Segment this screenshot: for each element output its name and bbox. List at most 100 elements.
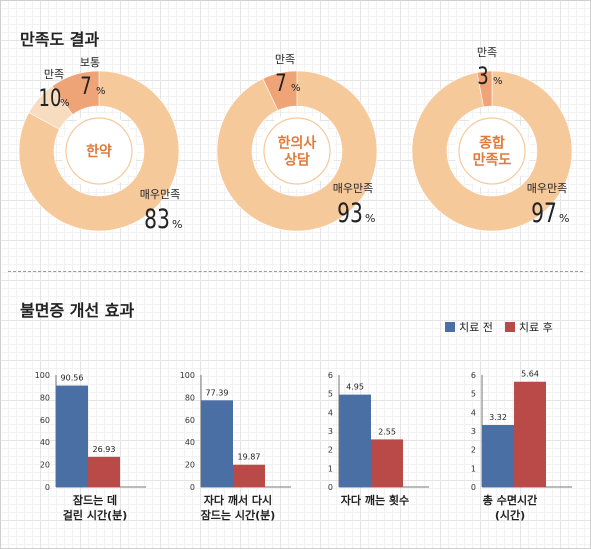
bar-value-label: 77.39 <box>206 388 229 397</box>
legend-swatch-after <box>504 322 515 332</box>
slice-percent-sign: % <box>60 98 70 109</box>
slice-label-1: 매우만족 93% <box>333 182 376 229</box>
slice-label-1: 매우만족 97% <box>527 182 570 229</box>
slice-label-name: 매우만족 <box>527 182 567 195</box>
legend: 치료 전 치료 후 <box>445 319 553 335</box>
donut-slice-3-2 <box>476 70 493 108</box>
slice-percent-sign: % <box>559 212 569 225</box>
y-tick-label: 5 <box>471 390 476 399</box>
legend-item-after: 치료 후 <box>504 319 553 335</box>
donut-center-title: 한의사 <box>278 135 317 152</box>
slice-label-2: 만족 10% <box>39 68 70 113</box>
donut-slice-2-2 <box>262 70 298 111</box>
bar-chart-1-title: 잠드는 데 걸린 시간(분) <box>62 494 128 522</box>
slice-label-name: 만족 <box>477 46 497 59</box>
bar-before <box>482 425 514 487</box>
bar-value-label: 5.64 <box>521 370 539 379</box>
donut-inner-ring <box>65 117 133 185</box>
slice-value: 93 <box>337 197 363 229</box>
slice-label-2: 만족 7% <box>275 53 301 98</box>
bar-value-label: 3.32 <box>489 413 507 422</box>
y-tick-label: 0 <box>328 483 333 492</box>
bar-before <box>56 385 88 487</box>
insomnia-section-title: 불면증 개선 효과 <box>20 301 135 320</box>
y-tick-label: 20 <box>40 461 50 470</box>
slice-value: 3 <box>477 63 488 91</box>
y-tick-label: 0 <box>471 483 476 492</box>
donut-inner-ring <box>263 117 331 185</box>
bar-before <box>201 400 233 487</box>
y-tick-label: 3 <box>471 427 476 436</box>
donut-hole <box>454 113 530 189</box>
y-tick-label: 20 <box>185 461 195 470</box>
y-tick-label: 100 <box>180 371 195 380</box>
legend-label-after: 치료 후 <box>518 321 553 334</box>
y-tick-label: 80 <box>40 393 50 402</box>
bar-chart-1: 0 20 40 60 80 100 90.56 26.93 <box>35 371 146 492</box>
slice-label-2: 만족 3% <box>477 46 503 91</box>
legend-label-before: 치료 전 <box>459 321 493 334</box>
bar-chart-4: 0 1 2 3 4 5 6 3.32 5.64 <box>471 370 572 492</box>
slice-percent-sign: % <box>365 212 375 225</box>
donut-slice-3-1 <box>411 70 573 232</box>
bar-value-label: 90.56 <box>61 374 84 383</box>
slice-percent-sign: % <box>96 86 106 97</box>
slice-value: 83 <box>144 203 170 235</box>
bar-chart-3: 0 1 2 3 4 5 6 4.95 2.55 <box>328 371 429 492</box>
donut-center-title: 종합 <box>479 135 505 152</box>
bar-after <box>514 381 546 487</box>
donut-slice-1-2 <box>51 70 100 116</box>
y-tick-label: 5 <box>328 390 333 399</box>
section-divider <box>8 271 583 272</box>
y-tick-label: 2 <box>328 446 333 455</box>
slice-percent-sign: % <box>291 83 301 94</box>
slice-value: 97 <box>531 197 557 229</box>
y-tick-label: 1 <box>328 464 333 473</box>
y-tick-label: 1 <box>471 464 476 473</box>
donut-center-title: 상담 <box>284 152 310 169</box>
slice-value: 10 <box>39 85 62 113</box>
y-tick-label: 80 <box>185 393 195 402</box>
y-tick-label: 0 <box>190 483 195 492</box>
legend-swatch-before <box>445 322 455 332</box>
bar-chart-4-title: 총 수면시간 (시간) <box>482 494 538 522</box>
y-tick-label: 60 <box>185 416 195 425</box>
slice-label-3: 보통 7% <box>80 56 106 101</box>
donut-hole <box>61 113 137 189</box>
bar-value-label: 4.95 <box>346 383 364 392</box>
slice-percent-sign: % <box>493 76 503 87</box>
bar-after <box>371 439 403 487</box>
y-tick-label: 2 <box>471 446 476 455</box>
donut-slice-2-1 <box>216 70 378 232</box>
satisfaction-section-title: 만족도 결과 <box>20 30 100 49</box>
y-tick-label: 40 <box>40 438 50 447</box>
y-tick-label: 6 <box>471 371 476 380</box>
slice-value: 7 <box>80 73 91 101</box>
slice-label-name: 매우만족 <box>333 182 373 195</box>
y-tick-label: 6 <box>328 371 333 380</box>
bar-chart-3-title: 자다 깨는 횟수 <box>340 494 410 507</box>
slice-label-name: 매우만족 <box>140 188 180 201</box>
donut-inner-ring <box>458 117 526 185</box>
y-tick-label: 4 <box>471 408 476 417</box>
bar-chart-2-title: 자다 깨서 다시 잠드는 시간(분) <box>200 494 276 522</box>
donut-center-title: 한약 <box>86 143 112 160</box>
slice-percent-sign: % <box>172 218 182 231</box>
y-tick-label: 40 <box>185 438 195 447</box>
y-tick-label: 0 <box>45 483 50 492</box>
bar-value-label: 26.93 <box>93 445 116 454</box>
slice-label-1: 매우만족 83% <box>140 188 183 235</box>
bar-after <box>88 456 120 487</box>
slice-label-name: 보통 <box>80 56 100 69</box>
bar-after <box>233 464 265 487</box>
y-tick-label: 100 <box>35 371 50 380</box>
donut-hole <box>259 113 335 189</box>
slice-value: 7 <box>275 70 286 98</box>
y-tick-label: 60 <box>40 416 50 425</box>
slice-label-name: 만족 <box>275 53 295 66</box>
